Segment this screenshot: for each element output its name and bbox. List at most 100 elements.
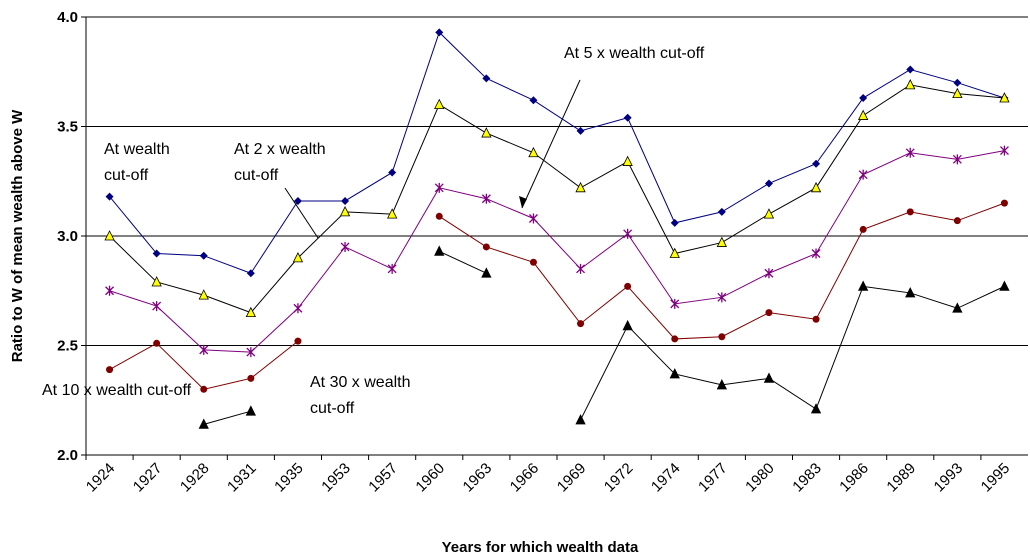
y-axis-label: Ratio to W of mean wealth above W (9, 109, 26, 362)
marker (387, 263, 397, 274)
marker (622, 155, 633, 166)
marker (716, 379, 727, 390)
data-point (152, 249, 161, 258)
annotation-arrow (284, 187, 319, 239)
data-point (763, 372, 775, 383)
data-point (577, 320, 585, 328)
marker (576, 126, 585, 135)
marker (199, 344, 209, 355)
marker (763, 208, 775, 219)
data-point (293, 303, 303, 314)
y-tick-label: 3.5 (57, 119, 78, 136)
marker (152, 249, 161, 258)
marker (151, 276, 162, 287)
data-point (905, 287, 916, 298)
marker (671, 335, 679, 343)
annotation: cut-off (310, 400, 355, 417)
data-point (858, 280, 869, 291)
marker (435, 28, 444, 37)
marker (999, 145, 1009, 156)
data-point (717, 292, 727, 303)
data-point (858, 169, 868, 180)
data-point (387, 263, 397, 274)
marker (810, 181, 822, 193)
data-point (716, 379, 727, 390)
data-point (906, 208, 914, 216)
marker (529, 258, 537, 266)
marker (952, 87, 963, 99)
data-point (294, 337, 302, 345)
marker (529, 96, 538, 105)
data-point (246, 269, 255, 278)
data-point (528, 213, 538, 224)
data-point (717, 207, 726, 216)
y-tick-label: 4.0 (57, 9, 78, 26)
data-point (575, 414, 586, 425)
marker (905, 287, 916, 298)
marker (622, 319, 633, 331)
data-point (481, 193, 491, 204)
data-point (293, 196, 302, 205)
data-point (105, 192, 114, 201)
marker (104, 230, 115, 241)
annotation-arrow (521, 79, 581, 209)
marker (434, 182, 444, 193)
marker (435, 212, 443, 220)
marker (717, 292, 727, 303)
data-point (953, 217, 961, 225)
data-point (198, 418, 209, 429)
data-point (528, 146, 539, 158)
data-point (481, 267, 492, 278)
data-point (763, 208, 775, 219)
data-point (529, 258, 537, 266)
marker (999, 92, 1010, 103)
marker (763, 372, 775, 383)
data-point (623, 113, 632, 122)
marker (434, 245, 445, 256)
data-point (245, 306, 256, 318)
data-point (341, 196, 350, 205)
data-point (999, 280, 1010, 291)
marker (482, 74, 491, 83)
marker (624, 282, 632, 290)
data-point (200, 385, 208, 393)
marker (952, 302, 963, 313)
data-point (671, 335, 679, 343)
data-point (151, 276, 162, 287)
marker (198, 418, 209, 429)
marker (999, 280, 1010, 291)
data-point (482, 74, 491, 83)
marker (953, 217, 961, 225)
data-point (576, 263, 586, 274)
marker (858, 280, 869, 291)
marker (765, 309, 773, 317)
marker (905, 147, 915, 158)
data-point (1000, 199, 1008, 207)
data-point (199, 344, 209, 355)
annotation: At 2 x wealth (234, 141, 326, 158)
y-tick-label: 2.0 (57, 447, 78, 464)
data-point (764, 179, 773, 188)
marker (528, 146, 539, 158)
series-line (580, 285, 1005, 421)
series-line (109, 84, 1005, 314)
data-point (810, 181, 822, 193)
annotation: At 30 x wealth (310, 374, 411, 391)
data-point (245, 405, 256, 416)
marker (105, 192, 114, 201)
data-point (340, 241, 350, 252)
data-point (388, 168, 397, 177)
data-point (246, 347, 256, 358)
series-line (109, 31, 1005, 274)
marker (105, 285, 115, 296)
data-point (482, 243, 490, 251)
marker (764, 179, 773, 188)
data-point (106, 366, 114, 374)
marker (294, 337, 302, 345)
marker (246, 269, 255, 278)
x-axis-label: Years for which wealth data (442, 539, 639, 556)
marker (1000, 199, 1008, 207)
marker (482, 243, 490, 251)
